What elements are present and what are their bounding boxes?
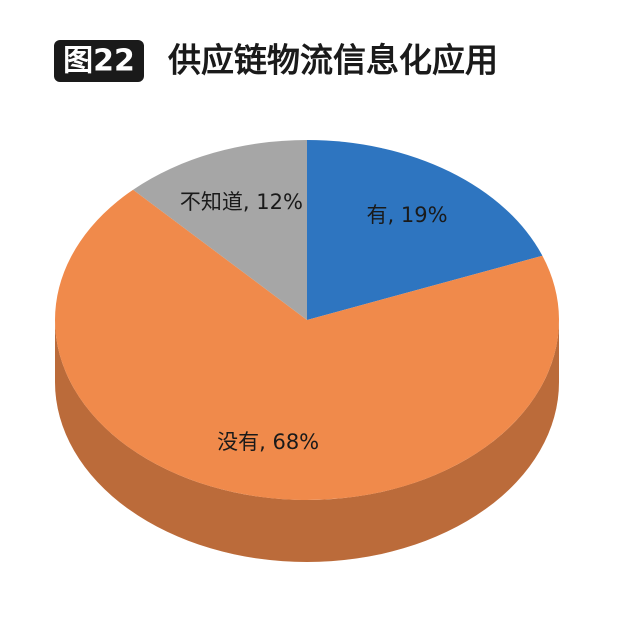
pie-slice — [133, 140, 307, 320]
chart-title: 供应链物流信息化应用 — [168, 41, 498, 80]
data-label: 有, 19% — [367, 203, 448, 227]
data-label: 没有, 68% — [217, 430, 319, 454]
pie-side-shade — [55, 320, 559, 562]
figure-badge — [54, 40, 144, 82]
figure-number: 图22 — [63, 44, 135, 79]
pie-slice — [307, 140, 543, 320]
pie-side — [55, 320, 559, 562]
data-label: 不知道, 12% — [180, 190, 303, 214]
pie-slice — [54, 189, 559, 500]
